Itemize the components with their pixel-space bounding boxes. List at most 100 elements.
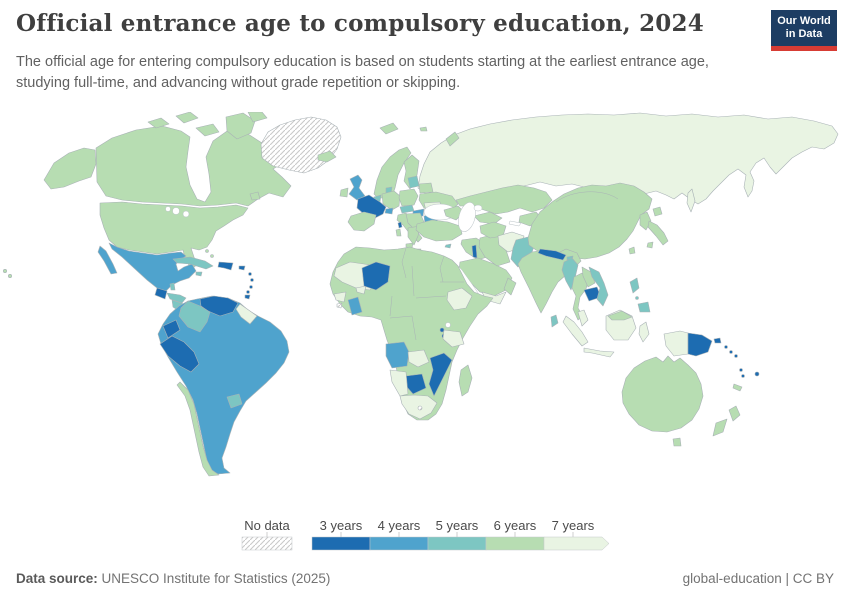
country-belize[interactable] xyxy=(169,282,176,291)
country-guinea[interactable] xyxy=(333,291,347,303)
legend-bin-7-years[interactable] xyxy=(543,536,610,551)
country-germany[interactable] xyxy=(381,190,401,211)
island-new-britain[interactable] xyxy=(713,337,722,344)
legend-bin-4-years[interactable] xyxy=(369,536,429,551)
border-mongolia xyxy=(555,191,619,203)
country-greenland[interactable] xyxy=(260,116,342,174)
chart-subtitle: The official age for entering compulsory… xyxy=(16,52,756,94)
country-uk[interactable] xyxy=(348,174,366,201)
owid-logo[interactable]: Our World in Data xyxy=(771,10,837,51)
country-paraguay[interactable] xyxy=(226,393,243,409)
country-ghana[interactable] xyxy=(347,296,363,316)
country-australia[interactable] xyxy=(621,355,704,433)
country-fiji[interactable] xyxy=(754,371,760,377)
country-madagascar[interactable] xyxy=(458,364,473,397)
country-sierra-leone[interactable] xyxy=(336,302,343,309)
country-japan[interactable] xyxy=(646,206,669,249)
islands-lesser-antilles[interactable] xyxy=(246,272,254,294)
island-tasmania[interactable] xyxy=(672,437,682,447)
border-drc xyxy=(389,315,417,341)
country-new-zealand[interactable] xyxy=(712,405,741,437)
country-taiwan[interactable] xyxy=(628,246,636,255)
country-chile[interactable] xyxy=(176,381,220,477)
region-africa[interactable] xyxy=(329,246,494,421)
country-switzerland[interactable] xyxy=(384,207,394,215)
island-novaya-zemlya[interactable] xyxy=(445,131,460,147)
country-mozambique[interactable] xyxy=(428,352,453,397)
country-belarus[interactable] xyxy=(418,182,434,194)
legend-bin-6-years[interactable] xyxy=(485,536,545,551)
islands-hawaii[interactable] xyxy=(2,268,13,278)
island-new-caledonia[interactable] xyxy=(732,383,743,392)
country-israel[interactable] xyxy=(471,244,478,259)
island-sakhalin[interactable] xyxy=(686,188,696,213)
country-puerto-rico[interactable] xyxy=(238,265,246,271)
island-hispaniola[interactable] xyxy=(217,261,234,271)
country-zambia[interactable] xyxy=(407,349,430,368)
country-nepal[interactable] xyxy=(537,248,567,261)
region-malay-peninsula[interactable] xyxy=(577,309,589,327)
country-angola[interactable] xyxy=(385,341,410,369)
country-ecuador[interactable] xyxy=(162,319,181,339)
country-oman[interactable] xyxy=(503,277,517,296)
logo-line-2: in Data xyxy=(785,28,823,40)
subtitle-line-1: The official age for entering compulsory… xyxy=(16,54,709,70)
country-solomon-islands[interactable] xyxy=(724,345,738,358)
caspian-sea xyxy=(458,202,476,232)
license-link[interactable]: global-education | CC BY xyxy=(682,570,834,586)
islands-bahamas[interactable] xyxy=(205,249,214,258)
map-legend: No data 3 years 4 years 5 years 6 years … xyxy=(0,515,850,559)
country-ethiopia[interactable] xyxy=(446,287,473,311)
country-uzbekistan[interactable] xyxy=(473,211,503,225)
country-sri-lanka[interactable] xyxy=(550,314,559,328)
country-laos[interactable] xyxy=(581,266,596,288)
country-mexico[interactable] xyxy=(97,242,197,292)
legend-bin-label: 6 years xyxy=(494,518,537,533)
country-tanzania[interactable] xyxy=(442,329,465,348)
country-philippines[interactable] xyxy=(629,277,651,313)
region-alaska[interactable] xyxy=(43,147,97,190)
subtitle-line-2: studying full-time, and advancing withou… xyxy=(16,75,461,92)
country-turkey[interactable] xyxy=(415,219,463,242)
country-vanuatu[interactable] xyxy=(739,368,745,378)
country-lesotho[interactable] xyxy=(417,405,423,411)
country-namibia[interactable] xyxy=(389,369,409,397)
logo-line-1: Our World xyxy=(777,15,831,27)
country-vietnam[interactable] xyxy=(588,266,609,307)
island-newfoundland[interactable] xyxy=(249,191,261,201)
country-cyprus[interactable] xyxy=(444,243,452,249)
country-canada[interactable] xyxy=(95,125,292,207)
country-russia[interactable] xyxy=(417,112,839,205)
data-source-link[interactable]: UNESCO Institute for Statistics (2025) xyxy=(101,570,331,586)
legend-bin-label: 5 years xyxy=(436,518,479,533)
legend-bin-label: 4 years xyxy=(378,518,421,533)
great-lakes xyxy=(172,207,180,215)
border-sudan-southsudan xyxy=(415,295,447,299)
island-corsica[interactable] xyxy=(397,221,403,229)
world-map xyxy=(0,111,850,515)
country-niger[interactable] xyxy=(361,261,391,291)
country-guatemala[interactable] xyxy=(154,287,168,300)
country-iceland[interactable] xyxy=(317,150,337,163)
island-sardinia[interactable] xyxy=(395,228,402,237)
no-data-swatch[interactable] xyxy=(241,536,293,551)
country-poland[interactable] xyxy=(398,188,419,207)
region-iberia[interactable] xyxy=(347,211,377,232)
region-baltics[interactable] xyxy=(407,175,420,189)
country-papua-new-guinea[interactable] xyxy=(687,332,713,357)
country-jamaica[interactable] xyxy=(195,271,203,277)
country-colombia[interactable] xyxy=(178,300,211,333)
country-cuba[interactable] xyxy=(172,256,214,270)
country-trinidad[interactable] xyxy=(244,294,251,300)
region-malaysia-borneo[interactable] xyxy=(607,310,633,321)
region-guyanas[interactable] xyxy=(235,303,258,325)
islands-svalbard[interactable] xyxy=(379,122,428,135)
canadian-arctic-islands[interactable] xyxy=(147,111,268,140)
country-peru[interactable] xyxy=(159,335,200,373)
country-burkina-faso[interactable] xyxy=(355,285,367,295)
legend-bin-3-years[interactable] xyxy=(311,536,371,551)
country-usa[interactable] xyxy=(99,201,249,270)
legend-bin-5-years[interactable] xyxy=(427,536,487,551)
country-honduras[interactable] xyxy=(166,292,187,304)
country-ireland[interactable] xyxy=(339,187,349,198)
